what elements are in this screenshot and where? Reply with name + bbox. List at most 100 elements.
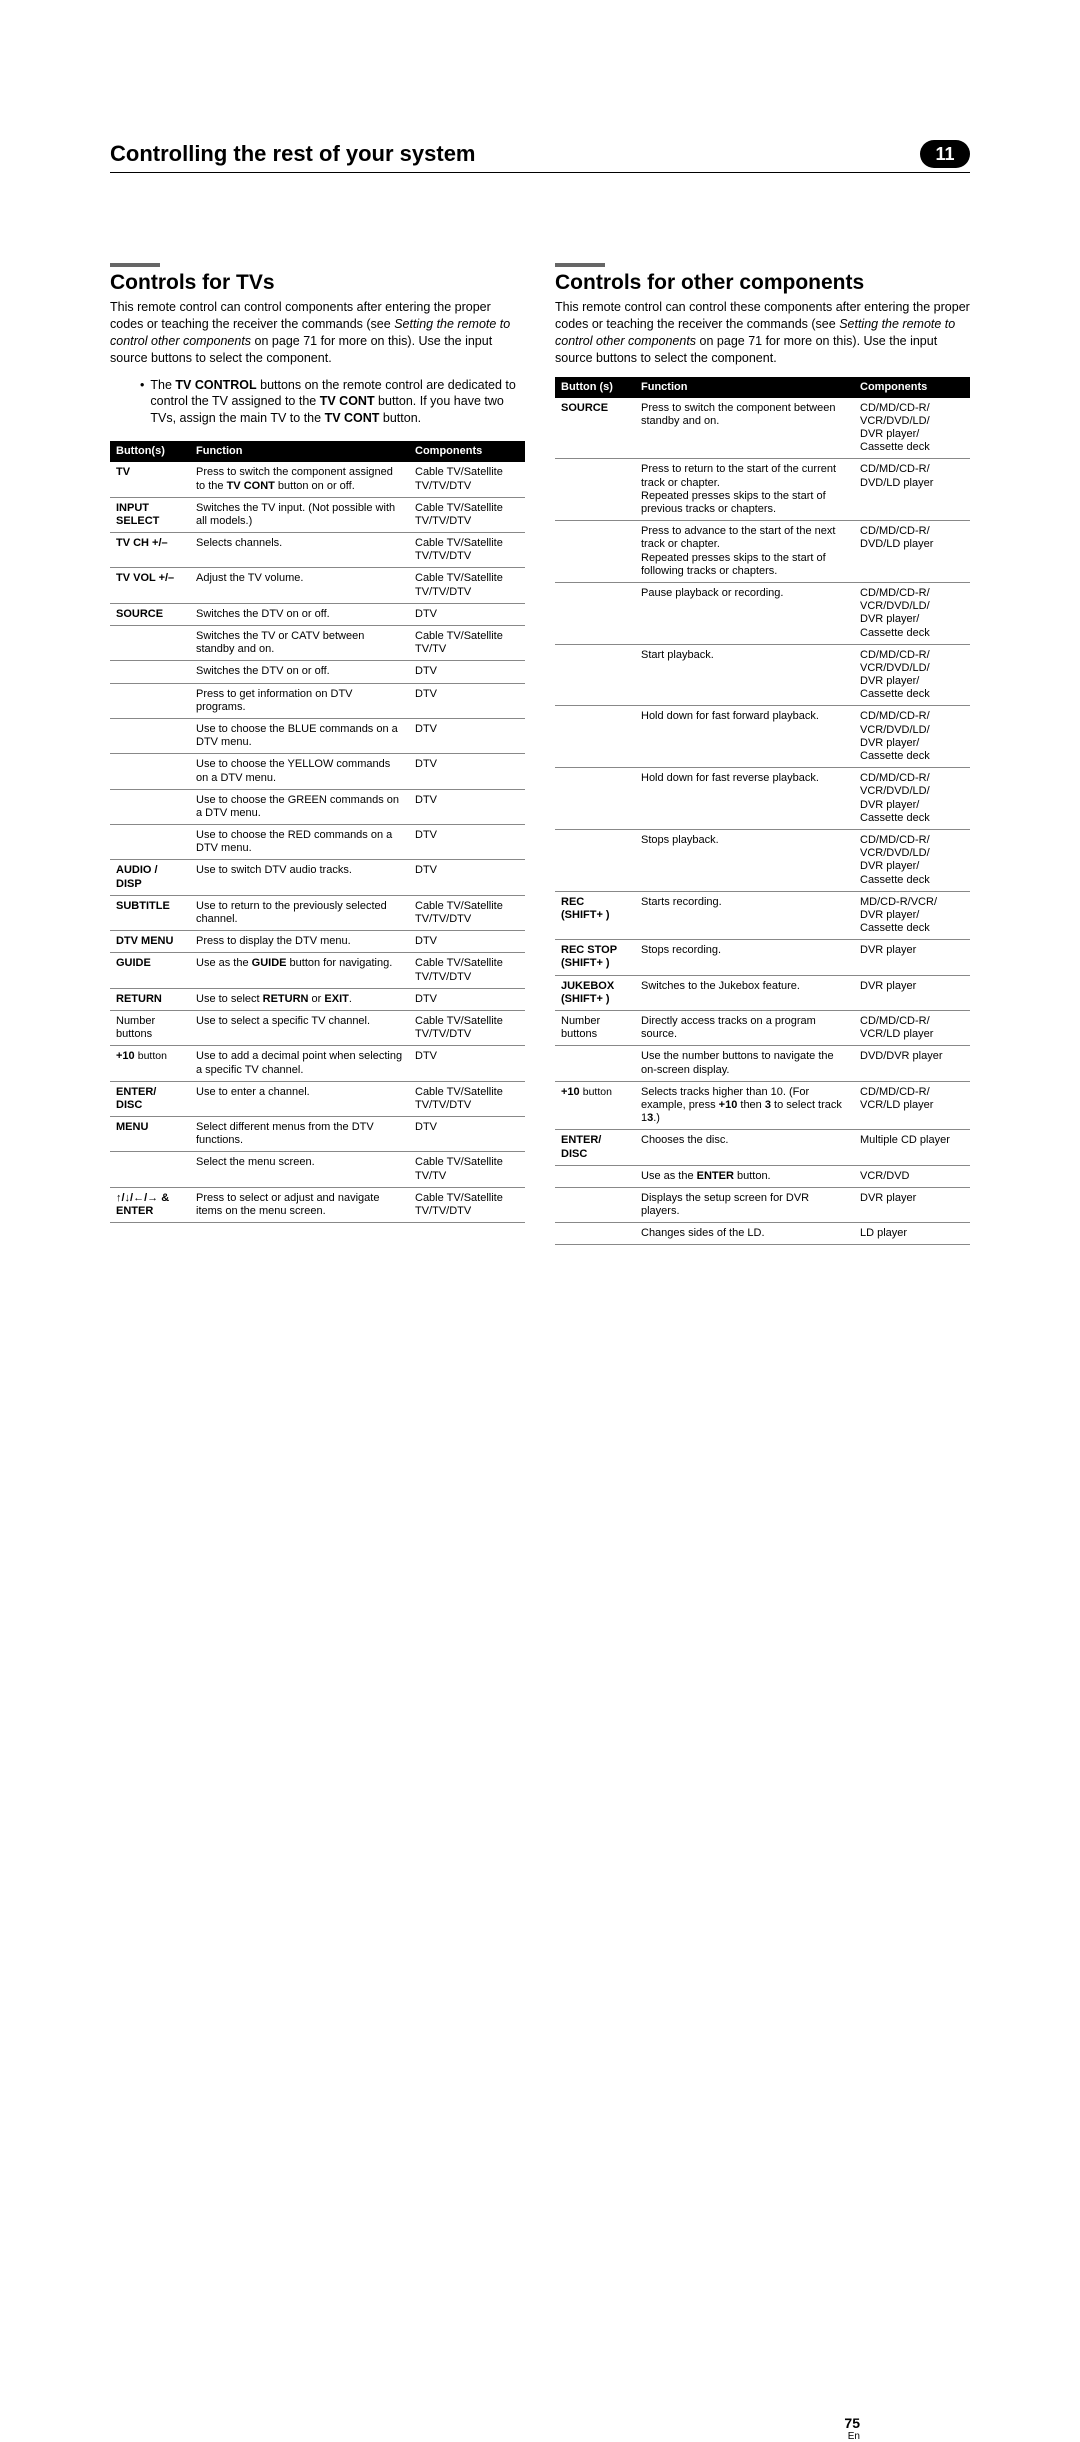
right-column: Controls for other components This remot…	[555, 263, 970, 1245]
cell-components: CD/MD/CD-R/VCR/DVD/LD/DVR player/Cassett…	[854, 644, 970, 706]
cell-function: Use to choose the GREEN commands on a DT…	[190, 789, 409, 824]
table-row: AUDIO / DISPUse to switch DTV audio trac…	[110, 860, 525, 895]
cell-button: SOURCE	[110, 603, 190, 625]
table-row: Use the number buttons to navigate the o…	[555, 1046, 970, 1081]
cell-button	[555, 829, 635, 891]
th-function: Function	[190, 441, 409, 462]
content-columns: Controls for TVs This remote control can…	[110, 263, 970, 1245]
cell-button: SUBTITLE	[110, 895, 190, 930]
page-footer: 75 En	[844, 2415, 860, 2442]
other-controls-table: Button (s) Function Components SOURCEPre…	[555, 377, 970, 1246]
cell-components: LD player	[854, 1223, 970, 1245]
section-title-tv: Controls for TVs	[110, 271, 525, 295]
cell-function: Stops playback.	[635, 829, 854, 891]
cell-button: SOURCE	[555, 398, 635, 459]
table-row: TVPress to switch the component assigned…	[110, 462, 525, 497]
cell-components: Cable TV/Satellite TV/TV	[409, 1152, 525, 1187]
cell-function: Press to switch the component assigned t…	[190, 462, 409, 497]
cell-button: ↑/↓/←/→ & ENTER	[110, 1187, 190, 1222]
cell-button: +10 button	[110, 1046, 190, 1081]
cell-function: Switches the TV or CATV between standby …	[190, 626, 409, 661]
table-row: MENUSelect different menus from the DTV …	[110, 1117, 525, 1152]
cell-components: DVR player	[854, 975, 970, 1010]
cell-function: Use to choose the RED commands on a DTV …	[190, 825, 409, 860]
chapter-badge: 11	[920, 140, 970, 168]
intro-text-tv: This remote control can control componen…	[110, 299, 525, 367]
table-row: GUIDEUse as the GUIDE button for navigat…	[110, 953, 525, 988]
table-row: SOURCESwitches the DTV on or off.DTV	[110, 603, 525, 625]
table-row: INPUT SELECTSwitches the TV input. (Not …	[110, 497, 525, 532]
cell-components: CD/MD/CD-R/DVD/LD player	[854, 521, 970, 583]
table-row: SUBTITLEUse to return to the previously …	[110, 895, 525, 930]
cell-components: DVD/DVR player	[854, 1046, 970, 1081]
bullet-text: The TV CONTROL buttons on the remote con…	[150, 377, 525, 428]
cell-components: Cable TV/Satellite TV/TV	[409, 626, 525, 661]
table-row: Number buttonsDirectly access tracks on …	[555, 1011, 970, 1046]
table-row: JUKEBOX(SHIFT+ )Switches to the Jukebox …	[555, 975, 970, 1010]
table-row: SOURCEPress to switch the component betw…	[555, 398, 970, 459]
th-buttons: Button (s)	[555, 377, 635, 398]
table-row: Press to get information on DTV programs…	[110, 683, 525, 718]
table-row: +10 buttonSelects tracks higher than 10.…	[555, 1081, 970, 1130]
cell-components: CD/MD/CD-R/VCR/LD player	[854, 1011, 970, 1046]
cell-components: DVR player	[854, 940, 970, 975]
table-row: Press to return to the start of the curr…	[555, 459, 970, 521]
table-row: TV CH +/–Selects channels.Cable TV/Satel…	[110, 533, 525, 568]
chapter-title: Controlling the rest of your system	[110, 141, 476, 167]
cell-function: Use to choose the BLUE commands on a DTV…	[190, 718, 409, 753]
cell-components: CD/MD/CD-R/VCR/DVD/LD/DVR player/Cassett…	[854, 829, 970, 891]
cell-button	[110, 1152, 190, 1187]
cell-components: CD/MD/CD-R/VCR/DVD/LD/DVR player/Cassett…	[854, 706, 970, 768]
cell-function: Use as the GUIDE button for navigating.	[190, 953, 409, 988]
cell-button	[110, 718, 190, 753]
cell-button	[555, 768, 635, 830]
cell-function: Press to get information on DTV programs…	[190, 683, 409, 718]
cell-components: Cable TV/Satellite TV/TV/DTV	[409, 1187, 525, 1222]
cell-button	[555, 706, 635, 768]
table-row: Switches the TV or CATV between standby …	[110, 626, 525, 661]
cell-button: TV	[110, 462, 190, 497]
cell-function: Chooses the disc.	[635, 1130, 854, 1165]
cell-function: Pause playback or recording.	[635, 582, 854, 644]
cell-function: Press to switch the component between st…	[635, 398, 854, 459]
cell-function: Use to select RETURN or EXIT.	[190, 988, 409, 1010]
cell-function: Displays the setup screen for DVR player…	[635, 1187, 854, 1222]
cell-button: RETURN	[110, 988, 190, 1010]
cell-components: DTV	[409, 789, 525, 824]
intro-text-other: This remote control can control these co…	[555, 299, 970, 367]
cell-button	[555, 1165, 635, 1187]
table-row: Use as the ENTER button.VCR/DVD	[555, 1165, 970, 1187]
th-components: Components	[409, 441, 525, 462]
cell-button	[110, 789, 190, 824]
cell-button: Number buttons	[555, 1011, 635, 1046]
cell-button: +10 button	[555, 1081, 635, 1130]
table-row: REC STOP(SHIFT+ )Stops recording.DVR pla…	[555, 940, 970, 975]
table-row: Hold down for fast reverse playback.CD/M…	[555, 768, 970, 830]
cell-button: REC STOP(SHIFT+ )	[555, 940, 635, 975]
table-row: Start playback.CD/MD/CD-R/VCR/DVD/LD/DVR…	[555, 644, 970, 706]
page-number: 75	[844, 2415, 860, 2431]
cell-button: MENU	[110, 1117, 190, 1152]
cell-components: MD/CD-R/VCR/DVR player/Cassette deck	[854, 891, 970, 940]
cell-function: Switches the TV input. (Not possible wit…	[190, 497, 409, 532]
cell-components: DTV	[409, 718, 525, 753]
cell-components: Cable TV/Satellite TV/TV/DTV	[409, 895, 525, 930]
cell-components: DVR player	[854, 1187, 970, 1222]
cell-function: Select the menu screen.	[190, 1152, 409, 1187]
cell-components: DTV	[409, 661, 525, 683]
cell-button	[110, 626, 190, 661]
cell-components: Cable TV/Satellite TV/TV/DTV	[409, 497, 525, 532]
cell-function: Use to add a decimal point when selectin…	[190, 1046, 409, 1081]
cell-function: Hold down for fast forward playback.	[635, 706, 854, 768]
cell-components: CD/MD/CD-R/VCR/DVD/LD/DVR player/Cassett…	[854, 768, 970, 830]
language-code: En	[844, 2431, 860, 2442]
table-row: ENTER/DISCUse to enter a channel.Cable T…	[110, 1081, 525, 1116]
table-row: TV VOL +/–Adjust the TV volume.Cable TV/…	[110, 568, 525, 603]
cell-button: JUKEBOX(SHIFT+ )	[555, 975, 635, 1010]
cell-button	[555, 1223, 635, 1245]
table-row: DTV MENUPress to display the DTV menu.DT…	[110, 931, 525, 953]
cell-components: CD/MD/CD-R/DVD/LD player	[854, 459, 970, 521]
cell-button: ENTER/DISC	[110, 1081, 190, 1116]
cell-components: DTV	[409, 754, 525, 789]
cell-function: Start playback.	[635, 644, 854, 706]
